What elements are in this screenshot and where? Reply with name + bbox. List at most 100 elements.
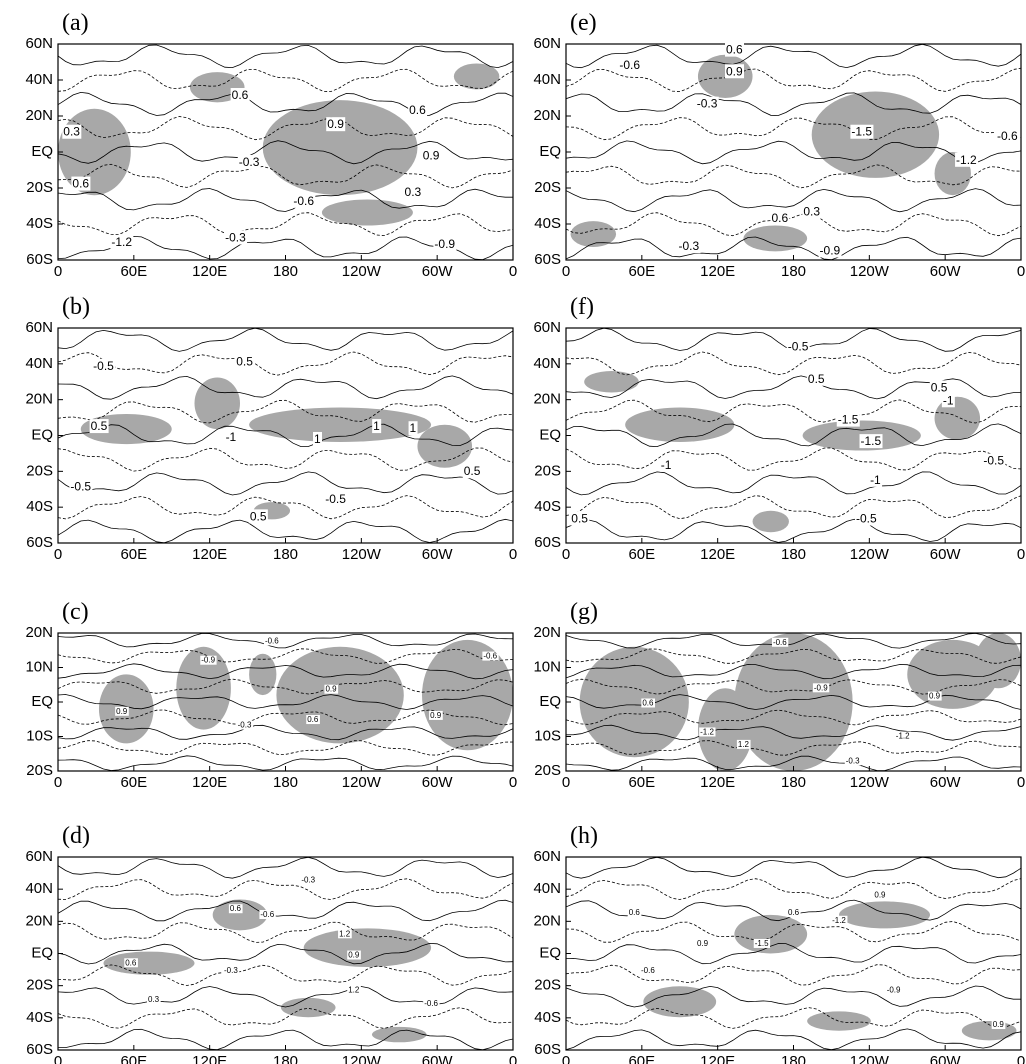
contour-line [566, 1008, 1021, 1029]
panel-label: (h) [570, 823, 598, 849]
contour-label: -0.3 [225, 231, 246, 245]
map-panel [566, 328, 1021, 542]
shading [935, 397, 981, 440]
x-tick-label: 120E [700, 1053, 735, 1064]
x-tick-label: 120E [192, 263, 227, 280]
contour-label: 0.6 [726, 43, 743, 57]
y-tick-label: 20N [25, 912, 53, 929]
shading [734, 633, 852, 771]
y-tick-label: 60N [533, 35, 561, 52]
contour-line [566, 472, 1021, 495]
y-tick-label: 60S [26, 251, 53, 268]
x-tick-label: 60W [930, 546, 962, 563]
contour-line [566, 448, 1021, 470]
contour-label: 0.9 [874, 891, 886, 900]
y-tick-label: 40S [534, 498, 561, 515]
y-tick-label: 40S [534, 215, 561, 232]
contour-label: -0.3 [846, 756, 860, 765]
contour-line [566, 857, 1021, 878]
y-tick-label: 40N [533, 355, 561, 372]
x-tick-label: 0 [1017, 546, 1025, 563]
contour-label: -0.5 [856, 512, 877, 526]
x-tick-label: 120E [700, 774, 735, 791]
x-tick-label: 180 [273, 546, 298, 563]
x-tick-label: 120E [192, 546, 227, 563]
contour-label: -0.3 [679, 239, 700, 253]
contour-label: 0.5 [931, 380, 948, 394]
contour-line [58, 92, 513, 115]
contour-line [58, 900, 513, 921]
shading [263, 100, 418, 195]
contour-label: 0.6 [125, 958, 137, 967]
contour-line [58, 328, 513, 351]
x-tick-label: 180 [781, 774, 806, 791]
y-tick-label: 40S [26, 498, 53, 515]
contour-label: -0.5 [70, 479, 91, 493]
panel-label: (d) [62, 823, 90, 849]
contour-label: 1 [410, 421, 417, 435]
y-tick-label: 10N [25, 658, 53, 675]
contour-line [58, 213, 513, 236]
contour-label: -1 [870, 473, 881, 487]
contour-label: -1.5 [851, 125, 872, 139]
contour-label: 0.5 [91, 419, 108, 433]
contour-label: -1.2 [700, 727, 714, 736]
contour-label: 0.9 [348, 951, 360, 960]
contour-label: 0.5 [236, 355, 253, 369]
figure: (a)0.60.90.90.6-0.30.30.6-0.6-0.9-0.3-1.… [0, 0, 1026, 1064]
contour-label: 0.5 [808, 372, 825, 386]
shading [812, 92, 939, 178]
contour-label: -0.6 [773, 638, 787, 647]
y-tick-label: 20S [26, 462, 53, 479]
y-tick-label: 40N [25, 880, 53, 897]
contour-line [566, 93, 1021, 116]
map-panel [58, 633, 513, 770]
contour-label: 0.3 [803, 205, 820, 219]
contour-label: -0.6 [424, 999, 438, 1008]
contour-label: -1.5 [861, 434, 882, 448]
contour-label: -1 [661, 458, 672, 472]
contour-label: 0.6 [230, 904, 242, 913]
contour-label: -1.5 [755, 939, 769, 948]
shading [417, 425, 472, 468]
contour-label: 0.6 [72, 177, 89, 191]
contour-label: -1.2 [896, 732, 910, 741]
y-tick-label: 40N [533, 71, 561, 88]
contour-label: -1 [226, 430, 237, 444]
y-tick-label: 60S [534, 1041, 561, 1058]
x-tick-label: 0 [54, 546, 62, 563]
shading [322, 200, 413, 226]
contour-label: 0.9 [726, 64, 743, 78]
contour-label: -1.2 [956, 153, 977, 167]
contour-label: 0.6 [409, 103, 426, 117]
y-tick-label: 60N [533, 319, 561, 336]
y-tick-label: 20N [533, 912, 561, 929]
x-tick-label: 120W [850, 1053, 890, 1064]
y-tick-label: 20S [26, 977, 53, 994]
y-tick-label: 20N [533, 391, 561, 408]
shading [249, 654, 276, 695]
contour-label: -1.5 [838, 413, 859, 427]
contour-label: -0.5 [983, 453, 1004, 467]
map-panel [566, 857, 1021, 1049]
x-tick-label: 0 [562, 774, 570, 791]
shading [584, 371, 639, 393]
contour-label: 1.2 [348, 985, 360, 994]
contour-label: 0.6 [772, 211, 789, 225]
contour-label: 1.2 [339, 929, 351, 938]
x-tick-label: 120W [342, 1053, 382, 1064]
x-tick-label: 0 [562, 1053, 570, 1064]
x-tick-label: 120W [342, 263, 382, 280]
contour-line [58, 472, 513, 495]
y-tick-label: EQ [31, 944, 53, 961]
contour-line [58, 376, 513, 399]
shading [807, 1011, 871, 1030]
map-frame [566, 44, 1021, 260]
x-tick-label: 60E [120, 546, 147, 563]
contour-label: 0.3 [148, 995, 160, 1004]
contour-label: -0.5 [325, 492, 346, 506]
x-tick-label: 0 [1017, 263, 1025, 280]
contour-label: -0.9 [814, 683, 828, 692]
contour-label: 0.9 [430, 711, 442, 720]
x-tick-label: 120W [342, 774, 382, 791]
